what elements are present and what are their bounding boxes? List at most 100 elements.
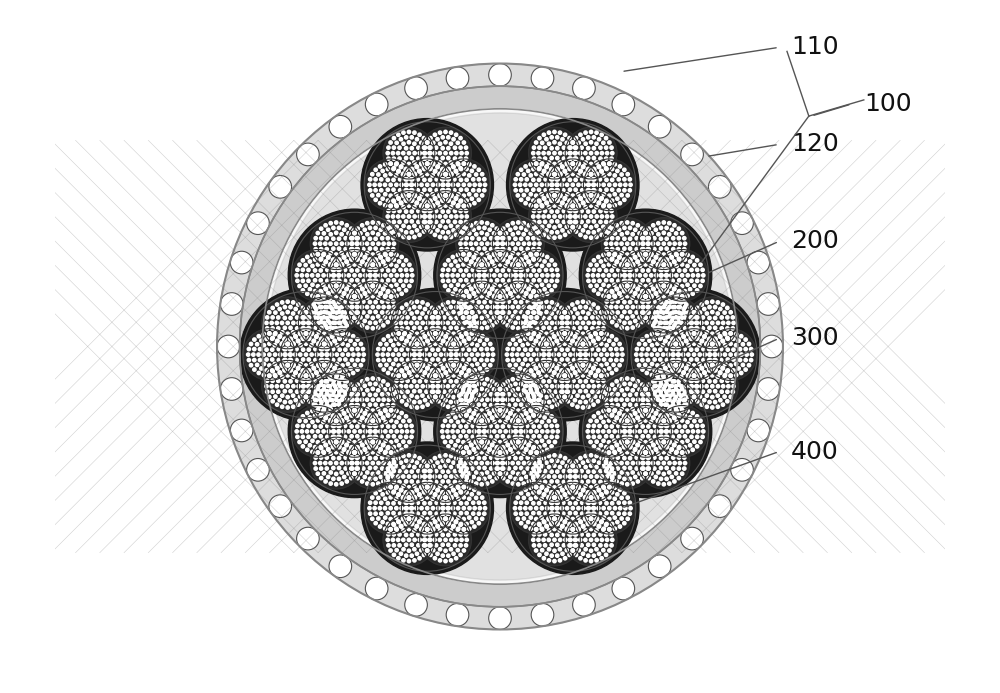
Circle shape [670, 292, 674, 295]
Circle shape [690, 358, 693, 361]
Circle shape [356, 358, 359, 362]
Circle shape [397, 260, 401, 263]
Circle shape [546, 255, 549, 258]
Circle shape [610, 236, 614, 240]
Circle shape [634, 412, 637, 415]
Circle shape [453, 480, 457, 484]
Circle shape [665, 390, 668, 394]
Circle shape [513, 507, 517, 510]
Circle shape [289, 353, 292, 356]
Circle shape [707, 368, 711, 371]
Circle shape [631, 233, 634, 236]
Circle shape [574, 200, 578, 203]
Circle shape [418, 556, 421, 560]
Circle shape [450, 193, 453, 197]
Circle shape [407, 517, 411, 520]
Circle shape [690, 385, 693, 388]
Circle shape [405, 512, 408, 516]
Circle shape [537, 247, 540, 251]
Circle shape [485, 296, 489, 299]
Circle shape [534, 527, 538, 531]
Circle shape [389, 441, 393, 444]
Circle shape [423, 220, 427, 224]
Circle shape [700, 339, 704, 342]
Circle shape [483, 414, 486, 417]
Circle shape [713, 389, 717, 393]
Circle shape [620, 326, 623, 329]
Circle shape [445, 353, 448, 356]
Circle shape [332, 237, 335, 240]
Circle shape [535, 316, 538, 319]
Circle shape [611, 152, 614, 155]
Circle shape [332, 383, 335, 385]
Circle shape [520, 424, 523, 428]
Circle shape [542, 369, 545, 372]
Circle shape [581, 322, 585, 324]
Circle shape [326, 319, 330, 323]
Circle shape [434, 310, 437, 314]
Circle shape [636, 224, 640, 227]
Circle shape [332, 379, 335, 383]
Circle shape [607, 252, 611, 256]
Circle shape [661, 322, 727, 387]
Circle shape [441, 340, 445, 343]
Circle shape [366, 263, 369, 266]
Circle shape [419, 358, 422, 362]
Circle shape [391, 538, 395, 541]
Circle shape [551, 430, 554, 433]
Circle shape [383, 472, 387, 475]
Circle shape [636, 443, 640, 446]
Circle shape [353, 316, 356, 319]
Circle shape [540, 283, 544, 286]
Circle shape [635, 358, 639, 362]
Circle shape [277, 347, 280, 351]
Circle shape [532, 403, 535, 407]
Circle shape [310, 281, 362, 333]
Circle shape [278, 335, 281, 338]
Circle shape [377, 419, 380, 422]
Circle shape [548, 380, 551, 383]
Circle shape [661, 333, 665, 336]
Circle shape [674, 342, 677, 346]
Circle shape [465, 290, 468, 293]
Circle shape [681, 353, 685, 356]
Circle shape [550, 459, 553, 462]
Circle shape [718, 371, 722, 375]
Circle shape [652, 324, 655, 327]
Circle shape [329, 342, 332, 346]
Circle shape [477, 177, 481, 181]
Circle shape [688, 260, 692, 263]
Circle shape [620, 249, 671, 301]
Circle shape [311, 450, 314, 453]
Circle shape [595, 193, 599, 197]
Circle shape [633, 274, 636, 277]
Circle shape [420, 527, 423, 530]
Circle shape [423, 469, 427, 473]
Circle shape [553, 517, 556, 520]
Circle shape [514, 430, 518, 433]
Circle shape [415, 342, 419, 346]
Circle shape [404, 512, 407, 516]
Circle shape [600, 520, 603, 524]
Circle shape [358, 274, 362, 277]
Circle shape [524, 488, 527, 491]
Circle shape [550, 414, 553, 418]
Circle shape [545, 374, 548, 377]
Circle shape [726, 336, 729, 340]
Circle shape [519, 477, 523, 480]
Circle shape [511, 233, 515, 236]
Circle shape [465, 383, 468, 387]
Circle shape [413, 358, 417, 362]
Circle shape [387, 480, 390, 484]
Circle shape [421, 394, 424, 397]
Circle shape [671, 316, 675, 319]
Circle shape [517, 419, 520, 423]
Circle shape [313, 290, 317, 293]
Circle shape [514, 501, 517, 505]
Circle shape [675, 283, 678, 286]
Circle shape [662, 263, 665, 267]
Circle shape [510, 482, 562, 534]
Circle shape [464, 220, 468, 224]
Circle shape [680, 419, 684, 422]
Circle shape [425, 326, 428, 330]
